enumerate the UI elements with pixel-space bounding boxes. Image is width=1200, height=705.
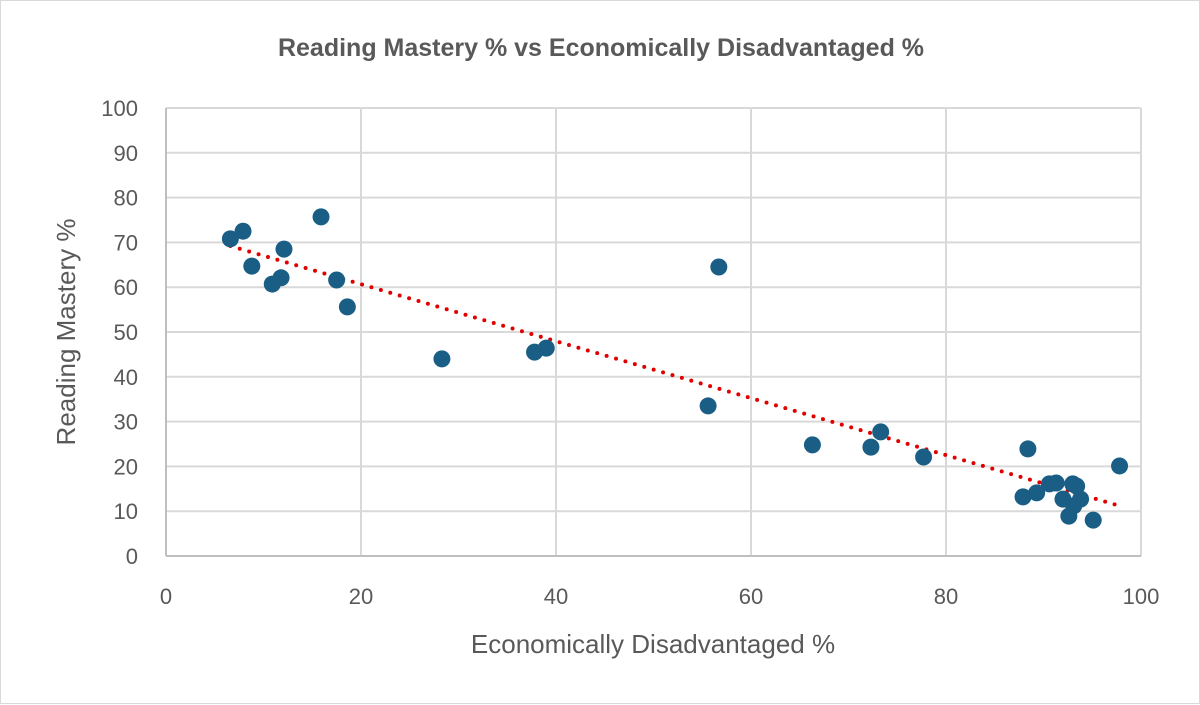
y-tick-label: 30 — [114, 410, 138, 435]
data-point — [1028, 484, 1046, 502]
data-point — [1068, 477, 1086, 495]
y-tick-label: 40 — [114, 365, 138, 390]
y-tick-label: 70 — [114, 230, 138, 255]
chart-title: Reading Mastery % vs Economically Disadv… — [278, 34, 924, 62]
x-tick-label: 100 — [1123, 584, 1160, 609]
x-tick-label: 20 — [349, 584, 373, 609]
data-point — [1072, 490, 1090, 508]
data-point — [699, 397, 717, 415]
data-point — [1084, 511, 1102, 529]
data-point — [328, 271, 346, 289]
y-tick-label: 0 — [126, 544, 138, 569]
data-point — [537, 339, 555, 357]
gridlines — [166, 107, 1142, 556]
x-axis-label: Economically Disadvantaged % — [471, 629, 835, 659]
y-tick-label: 100 — [101, 96, 138, 121]
y-tick-label: 60 — [114, 275, 138, 300]
x-tick-label: 60 — [739, 584, 763, 609]
x-tick-label: 40 — [544, 584, 568, 609]
data-point — [1111, 457, 1129, 475]
data-point — [803, 436, 821, 454]
data-point — [275, 240, 293, 258]
data-point — [862, 438, 880, 456]
data-point — [1047, 474, 1065, 492]
data-point — [433, 350, 451, 368]
y-axis-label: Reading Mastery % — [51, 219, 81, 446]
y-tick-label: 10 — [114, 499, 138, 524]
data-point — [221, 230, 239, 248]
axes — [165, 108, 1141, 557]
x-tick-labels: 0 20 40 60 80 100 — [160, 584, 1159, 609]
data-point — [1019, 440, 1037, 458]
data-point — [234, 222, 252, 240]
data-point — [312, 208, 330, 226]
y-tick-label: 50 — [114, 320, 138, 345]
data-point — [272, 269, 290, 287]
data-point — [243, 257, 261, 275]
data-point — [1014, 488, 1032, 506]
data-point — [338, 298, 356, 316]
y-tick-labels: 0 10 20 30 40 50 60 70 80 90 100 — [101, 96, 138, 569]
y-tick-label: 20 — [114, 454, 138, 479]
x-tick-label: 80 — [934, 584, 958, 609]
y-tick-label: 90 — [114, 141, 138, 166]
data-point — [872, 423, 890, 441]
data-point — [710, 258, 728, 276]
data-points — [221, 208, 1129, 529]
data-point — [915, 448, 933, 466]
y-tick-label: 80 — [114, 186, 138, 211]
x-tick-label: 0 — [160, 584, 172, 609]
